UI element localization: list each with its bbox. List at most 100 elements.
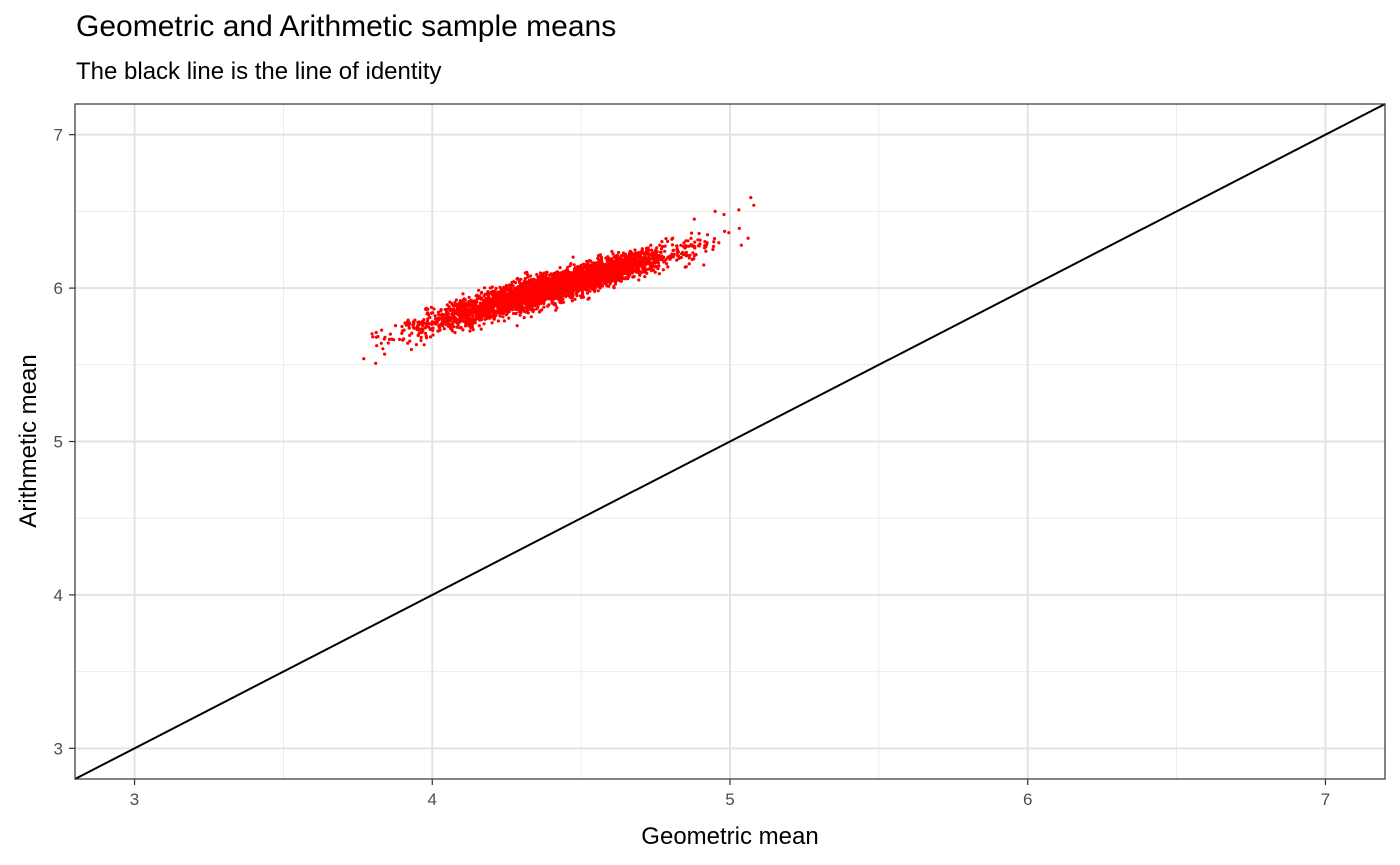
scatter-point bbox=[423, 326, 427, 330]
scatter-point bbox=[474, 311, 478, 315]
scatter-point bbox=[390, 337, 394, 341]
scatter-point bbox=[572, 277, 576, 281]
scatter-point bbox=[543, 274, 547, 279]
scatter-point bbox=[574, 270, 578, 274]
scatter-point bbox=[519, 298, 523, 302]
scatter-point bbox=[506, 308, 511, 312]
scatter-point bbox=[671, 236, 675, 240]
identity-line bbox=[74, 103, 1386, 780]
scatter-point bbox=[573, 297, 577, 301]
scatter-point bbox=[543, 288, 548, 292]
scatter-point bbox=[626, 277, 630, 281]
scatter-point bbox=[605, 271, 609, 275]
scatter-point bbox=[693, 240, 697, 244]
scatter-point bbox=[424, 306, 428, 310]
scatter-point bbox=[423, 331, 428, 335]
scatter-point bbox=[528, 302, 532, 307]
scatter-point bbox=[672, 248, 676, 252]
scatter-point bbox=[510, 305, 514, 309]
scatter-point bbox=[552, 275, 556, 280]
scatter-point bbox=[496, 308, 500, 312]
scatter-point bbox=[473, 321, 477, 325]
scatter-point bbox=[571, 255, 575, 259]
scatter-point bbox=[437, 326, 442, 330]
scatter-point bbox=[582, 279, 586, 283]
x-axis-title: Geometric mean bbox=[641, 823, 818, 850]
scatter-point bbox=[597, 280, 601, 285]
scatter-point bbox=[511, 293, 515, 298]
scatter-point bbox=[535, 273, 539, 277]
scatter-point bbox=[548, 279, 552, 283]
scatter-point bbox=[480, 305, 484, 309]
scatter-point bbox=[722, 212, 726, 217]
scatter-point bbox=[411, 323, 415, 327]
scatter-point bbox=[532, 282, 537, 286]
scatter-point bbox=[723, 229, 727, 233]
scatter-point bbox=[571, 271, 575, 275]
scatter-point bbox=[601, 271, 606, 275]
scatter-point bbox=[464, 314, 468, 318]
scatter-point bbox=[596, 264, 601, 268]
scatter-point bbox=[565, 285, 569, 290]
scatter-point bbox=[371, 335, 375, 339]
scatter-point bbox=[483, 307, 487, 311]
scatter-point bbox=[617, 250, 621, 255]
scatter-point bbox=[635, 261, 639, 265]
scatter-point bbox=[501, 311, 505, 315]
scatter-point bbox=[470, 322, 475, 326]
scatter-point bbox=[526, 307, 530, 312]
scatter-point bbox=[405, 320, 410, 324]
scatter-point bbox=[523, 277, 527, 281]
scatter-point bbox=[589, 268, 594, 272]
scatter-point bbox=[485, 303, 489, 307]
scatter-point bbox=[589, 259, 593, 263]
scatter-point bbox=[479, 327, 483, 331]
scatter-point bbox=[604, 268, 609, 272]
scatter-point bbox=[571, 291, 575, 295]
scatter-point bbox=[480, 290, 484, 294]
scatter-point bbox=[545, 270, 549, 274]
scatter-point bbox=[431, 326, 435, 330]
x-tick-label: 6 bbox=[1023, 790, 1032, 809]
scatter-point bbox=[668, 257, 672, 261]
scatter-point bbox=[516, 300, 520, 304]
scatter-point bbox=[566, 265, 570, 269]
scatter-point bbox=[739, 243, 743, 247]
scatter-point bbox=[570, 274, 574, 278]
scatter-point bbox=[505, 311, 509, 315]
scatter-point bbox=[585, 259, 589, 263]
scatter-point bbox=[457, 306, 461, 310]
scatter-point bbox=[638, 253, 643, 257]
scatter-point bbox=[526, 275, 530, 279]
scatter-point bbox=[589, 283, 593, 287]
scatter-point bbox=[436, 318, 440, 322]
scatter-point bbox=[653, 270, 657, 274]
scatter-point bbox=[620, 271, 624, 275]
scatter-point bbox=[518, 306, 522, 310]
scatter-point bbox=[441, 314, 445, 318]
scatter-point bbox=[509, 283, 514, 287]
scatter-point bbox=[642, 267, 646, 271]
scatter-point bbox=[451, 303, 455, 308]
scatter-point bbox=[712, 237, 717, 241]
scatter-point bbox=[612, 286, 616, 290]
chart-title: Geometric and Arithmetic sample means bbox=[76, 10, 617, 43]
scatter-point bbox=[401, 338, 405, 342]
scatter-point bbox=[540, 308, 544, 312]
scatter-point bbox=[424, 334, 428, 338]
scatter-point bbox=[441, 323, 445, 328]
scatter-point bbox=[631, 263, 635, 267]
scatter-point bbox=[575, 294, 579, 298]
scatter-point bbox=[655, 250, 659, 254]
scatter-point bbox=[416, 323, 421, 327]
scatter-point bbox=[611, 252, 615, 256]
scatter-point bbox=[482, 301, 486, 305]
scatter-point bbox=[711, 244, 716, 249]
scatter-point bbox=[585, 291, 590, 295]
scatter-point bbox=[507, 316, 511, 320]
scatter-point bbox=[450, 327, 454, 331]
scatter-point bbox=[613, 282, 618, 286]
scatter-point bbox=[463, 324, 468, 328]
scatter-point bbox=[533, 292, 537, 296]
scatter-point bbox=[582, 283, 586, 287]
